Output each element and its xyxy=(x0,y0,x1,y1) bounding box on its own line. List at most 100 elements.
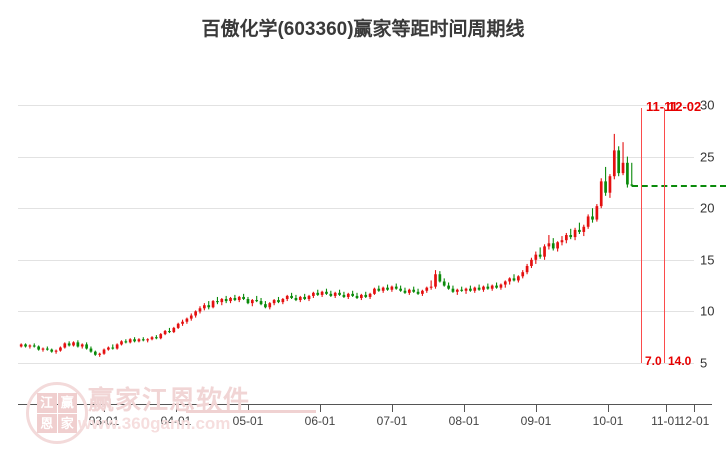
x-tick-label: 04-01 xyxy=(160,414,192,428)
cycle-line-1[interactable] xyxy=(641,108,643,363)
x-tick xyxy=(464,405,465,412)
candle xyxy=(364,291,368,298)
x-axis-line xyxy=(18,404,712,405)
x-tick xyxy=(666,405,667,412)
candle xyxy=(159,333,163,340)
candle xyxy=(434,270,437,289)
candle xyxy=(146,338,150,343)
candle xyxy=(569,228,573,240)
candle xyxy=(63,342,67,349)
candle xyxy=(342,291,346,298)
candle xyxy=(189,313,193,321)
candle xyxy=(591,208,594,223)
candle xyxy=(346,292,350,300)
watermark-rule xyxy=(186,410,316,413)
x-tick-label: 12-01 xyxy=(678,414,710,428)
candle xyxy=(425,286,429,293)
candle xyxy=(277,296,280,304)
x-tick xyxy=(694,405,695,412)
y-tick-label: 5 xyxy=(700,355,708,371)
candle xyxy=(141,337,145,342)
candle xyxy=(163,329,167,336)
candle xyxy=(50,348,54,353)
cycle-line-2[interactable] xyxy=(664,108,666,363)
watermark: 江 赢 恩 家 赢家江恩软件 www.360gann.com xyxy=(26,376,316,446)
candle xyxy=(102,348,106,355)
candle xyxy=(564,232,568,244)
candle xyxy=(412,286,416,293)
gridline xyxy=(18,156,694,158)
candle xyxy=(124,339,128,344)
candle xyxy=(599,178,603,209)
candle xyxy=(586,214,590,229)
candle xyxy=(355,292,359,300)
last-close-line xyxy=(631,185,726,188)
candle xyxy=(115,343,119,350)
x-tick xyxy=(536,405,537,412)
candle xyxy=(499,283,503,290)
candle xyxy=(76,340,80,348)
seal-char-4: 家 xyxy=(57,413,77,433)
candle xyxy=(272,299,276,306)
candle xyxy=(490,284,494,291)
candle xyxy=(560,236,564,246)
candle xyxy=(578,222,581,234)
gridline xyxy=(18,363,694,364)
x-tick-label: 07-01 xyxy=(376,414,408,428)
candle xyxy=(59,346,62,352)
candle xyxy=(329,290,333,297)
candle xyxy=(98,352,102,357)
candle xyxy=(538,247,542,259)
candle xyxy=(360,293,363,301)
candle xyxy=(107,346,110,351)
candle xyxy=(621,142,625,176)
x-tick-label: 10-01 xyxy=(592,414,624,428)
candle xyxy=(93,350,97,356)
candle xyxy=(573,227,577,241)
cycle-line-2-bottom-label: 14.0 xyxy=(668,354,692,368)
candle xyxy=(128,338,132,344)
candle xyxy=(155,335,158,340)
candle xyxy=(582,224,586,237)
candle xyxy=(150,336,154,341)
candle xyxy=(617,146,621,177)
y-tick-label: 15 xyxy=(700,252,715,268)
gridline xyxy=(18,311,694,313)
candle xyxy=(294,294,298,302)
candle xyxy=(530,257,533,269)
candle xyxy=(19,343,23,348)
candle xyxy=(120,340,123,346)
candle xyxy=(242,293,245,301)
candle xyxy=(460,286,464,292)
candle xyxy=(211,300,215,309)
y-tick-label: 25 xyxy=(700,149,715,165)
candle xyxy=(303,293,307,301)
x-tick-label: 11-01 xyxy=(651,414,681,428)
candle xyxy=(137,338,141,343)
seal-char-1: 江 xyxy=(37,393,57,413)
candle xyxy=(543,244,546,260)
candle xyxy=(290,292,293,300)
candle xyxy=(612,133,616,180)
candle xyxy=(325,288,328,295)
candle xyxy=(37,345,40,351)
candle xyxy=(203,303,206,311)
seal-char-3: 恩 xyxy=(37,413,57,433)
candle xyxy=(351,290,354,297)
candle xyxy=(442,278,446,287)
gridline xyxy=(18,259,694,261)
candle xyxy=(630,162,634,187)
x-tick xyxy=(320,405,321,412)
candle xyxy=(495,282,498,289)
candle xyxy=(72,341,75,347)
candle xyxy=(473,286,477,293)
candle xyxy=(486,283,490,290)
candle xyxy=(229,296,232,304)
candle xyxy=(421,289,424,296)
plot-area[interactable] xyxy=(18,105,694,364)
candle xyxy=(626,156,629,188)
x-tick-label: 03-01 xyxy=(88,414,120,428)
x-tick-label: 08-01 xyxy=(448,414,480,428)
candle xyxy=(32,343,36,348)
candle xyxy=(447,282,450,290)
